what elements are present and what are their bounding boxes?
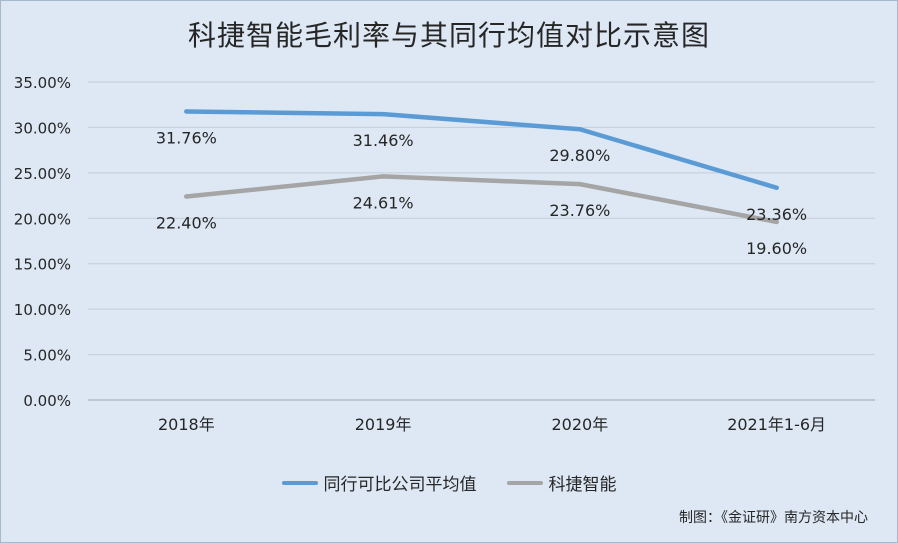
series-lines: [184, 109, 779, 225]
legend-swatch-peer-average: [281, 480, 318, 485]
y-tick-label: 30.00%: [14, 119, 71, 137]
data-point: [380, 111, 386, 117]
x-tick-label: 2021年1-6月: [727, 415, 826, 434]
data-point: [380, 174, 386, 179]
data-point: [184, 194, 189, 199]
y-axis-ticks: 0.00% 5.00% 10.00% 15.00% 20.00% 25.00% 30.00%…: [14, 74, 71, 410]
x-tick-label: 2019年: [355, 415, 412, 434]
data-point: [184, 109, 189, 114]
y-tick-label: 10.00%: [14, 301, 71, 319]
data-point: [774, 185, 779, 190]
legend-swatch-kejie: [506, 480, 543, 485]
x-tick-label: 2018年: [158, 415, 215, 434]
data-point: [577, 181, 583, 187]
data-point: [774, 219, 779, 225]
series-line-kejie: [184, 174, 779, 225]
legend-label-peer-average: 同行可比公司平均值: [323, 475, 477, 495]
y-tick-label: 25.00%: [14, 165, 71, 183]
data-point: [577, 127, 583, 132]
data-label: 23.76%: [549, 201, 610, 220]
legend-label-kejie: 科捷智能: [548, 475, 617, 495]
x-axis-ticks: 2018年 2019年 2020年 2021年1-6月: [158, 415, 826, 434]
data-label: 31.46%: [353, 131, 414, 150]
data-label: 23.36%: [746, 205, 807, 224]
data-label: 31.76%: [156, 128, 217, 147]
y-tick-label: 0.00%: [23, 392, 71, 410]
legend: 同行可比公司平均值 科捷智能: [0, 470, 898, 495]
y-tick-label: 5.00%: [23, 347, 71, 365]
chart-title: 科捷智能毛利率与其同行均值对比示意图: [187, 19, 710, 52]
y-tick-label: 15.00%: [14, 256, 71, 274]
data-label: 24.61%: [353, 193, 414, 212]
y-tick-label: 20.00%: [14, 210, 71, 228]
y-tick-label: 35.00%: [14, 74, 71, 92]
data-label: 22.40%: [156, 213, 217, 232]
data-labels: 31.76% 31.46% 29.80% 23.36% 22.40% 24.61% 23.7…: [156, 128, 807, 257]
data-label: 19.60%: [746, 239, 807, 258]
source-note: 制图：《金证研》南方资本中心: [679, 510, 868, 526]
gridlines: [88, 81, 875, 401]
legend-item-peer-average: 同行可比公司平均值: [281, 470, 477, 495]
data-label: 29.80%: [549, 146, 610, 165]
series-line-peer-average: [184, 109, 779, 191]
x-tick-label: 2020年: [552, 415, 609, 434]
legend-item-kejie: 科捷智能: [506, 470, 617, 495]
